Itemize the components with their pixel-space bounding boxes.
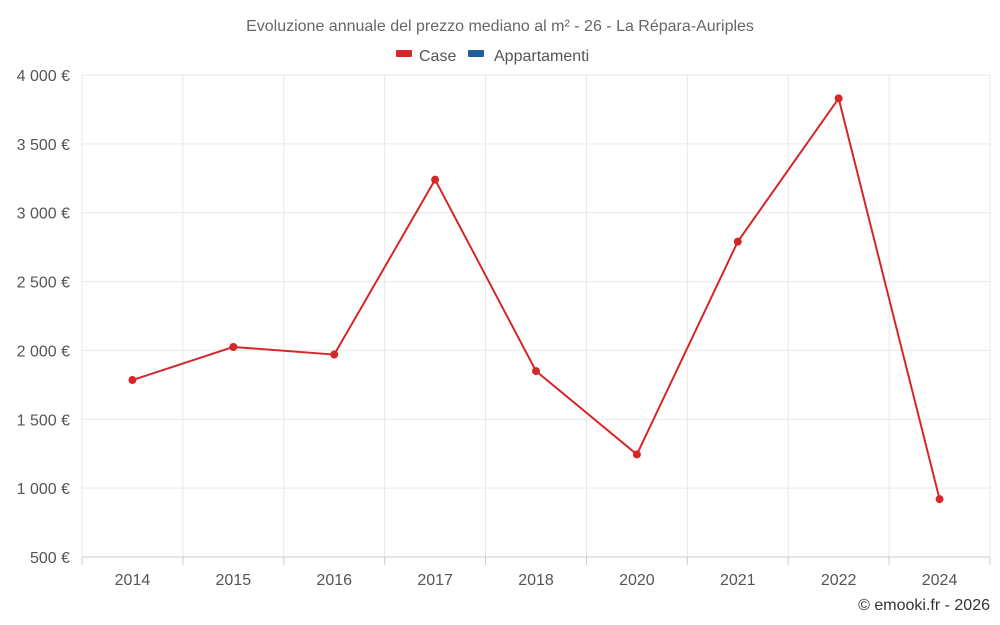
credit-text: © emooki.fr - 2026 (858, 597, 990, 614)
data-point[interactable] (229, 342, 238, 351)
x-axis: 2014 2015 2016 2017 2018 2020 2021 2022 2024 (81, 556, 991, 589)
data-point[interactable] (935, 495, 944, 504)
x-tick-label: 2024 (922, 572, 958, 589)
y-tick-label: 4 000 € (17, 68, 70, 85)
legend: Case Appartamenti (396, 48, 589, 65)
series-line-0 (132, 97, 941, 500)
x-tick-label: 2021 (720, 572, 756, 589)
chart-title: Evoluzione annuale del prezzo mediano al… (246, 18, 754, 35)
y-tick-label: 500 € (30, 550, 70, 567)
data-point[interactable] (532, 367, 540, 376)
y-tick-label: 1 000 € (17, 481, 70, 498)
series-case (128, 94, 944, 504)
data-point[interactable] (632, 450, 641, 459)
x-tick-label: 2015 (216, 572, 252, 589)
x-tick-label: 2016 (316, 572, 352, 589)
y-tick-label: 3 000 € (17, 206, 70, 223)
legend-label-appartamenti: Appartamenti (494, 48, 589, 65)
legend-swatch-case (396, 50, 412, 57)
x-tick-label: 2020 (619, 572, 655, 589)
legend-item-case[interactable]: Case (396, 48, 456, 65)
data-point[interactable] (330, 350, 339, 359)
legend-item-appartamenti[interactable]: Appartamenti (468, 48, 589, 65)
legend-label-case: Case (419, 48, 456, 65)
y-tick-label: 2 000 € (17, 343, 70, 360)
data-point[interactable] (733, 237, 742, 246)
data-point[interactable] (834, 94, 843, 103)
x-tick-label: 2017 (417, 572, 453, 589)
y-tick-label: 3 500 € (17, 137, 70, 154)
x-tick-label: 2022 (821, 572, 857, 589)
data-point[interactable] (431, 175, 440, 184)
x-tick-label: 2018 (518, 572, 554, 589)
data-point[interactable] (128, 376, 137, 385)
y-tick-label: 2 500 € (17, 275, 70, 292)
y-tick-label: 1 500 € (17, 412, 70, 429)
x-tick-label: 2014 (115, 572, 151, 589)
y-axis: 500 € 1 000 € 1 500 € 2 000 € 2 500 € 3 000 €… (17, 68, 70, 567)
legend-swatch-appartamenti (468, 50, 484, 57)
grid (81, 74, 991, 557)
